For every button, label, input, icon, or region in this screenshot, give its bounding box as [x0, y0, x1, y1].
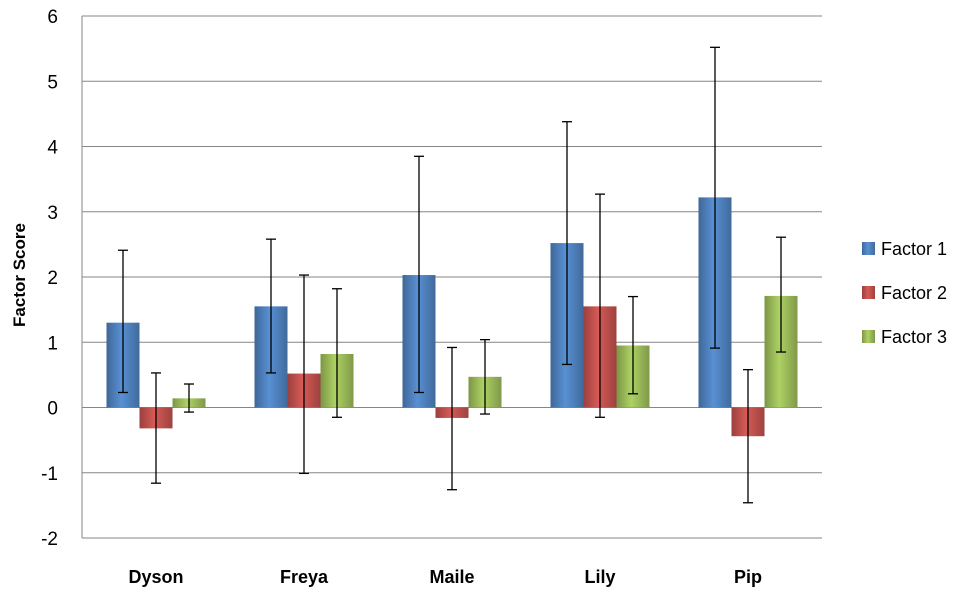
x-category-label: Maile	[429, 567, 474, 587]
legend-label: Factor 1	[881, 239, 947, 259]
y-tick-label: 1	[47, 333, 58, 354]
x-category-label: Pip	[734, 567, 762, 587]
x-category-label: Freya	[280, 567, 329, 587]
y-tick-label: 2	[47, 268, 58, 289]
y-tick-label: 3	[47, 203, 58, 224]
legend-label: Factor 3	[881, 327, 947, 347]
y-tick-label: -2	[41, 529, 58, 550]
y-tick-label: 5	[47, 72, 58, 93]
legend-swatch	[862, 330, 875, 343]
y-tick-label: 0	[47, 399, 58, 420]
legend-label: Factor 2	[881, 283, 947, 303]
y-tick-label: 4	[47, 138, 58, 159]
y-tick-label: -1	[41, 464, 58, 485]
legend-swatch	[862, 286, 875, 299]
x-category-label: Dyson	[128, 567, 183, 587]
y-tick-label: 6	[47, 7, 58, 28]
legend-swatch	[862, 242, 875, 255]
x-category-label: Lily	[584, 567, 615, 587]
y-axis-title: Factor Score	[10, 223, 29, 327]
